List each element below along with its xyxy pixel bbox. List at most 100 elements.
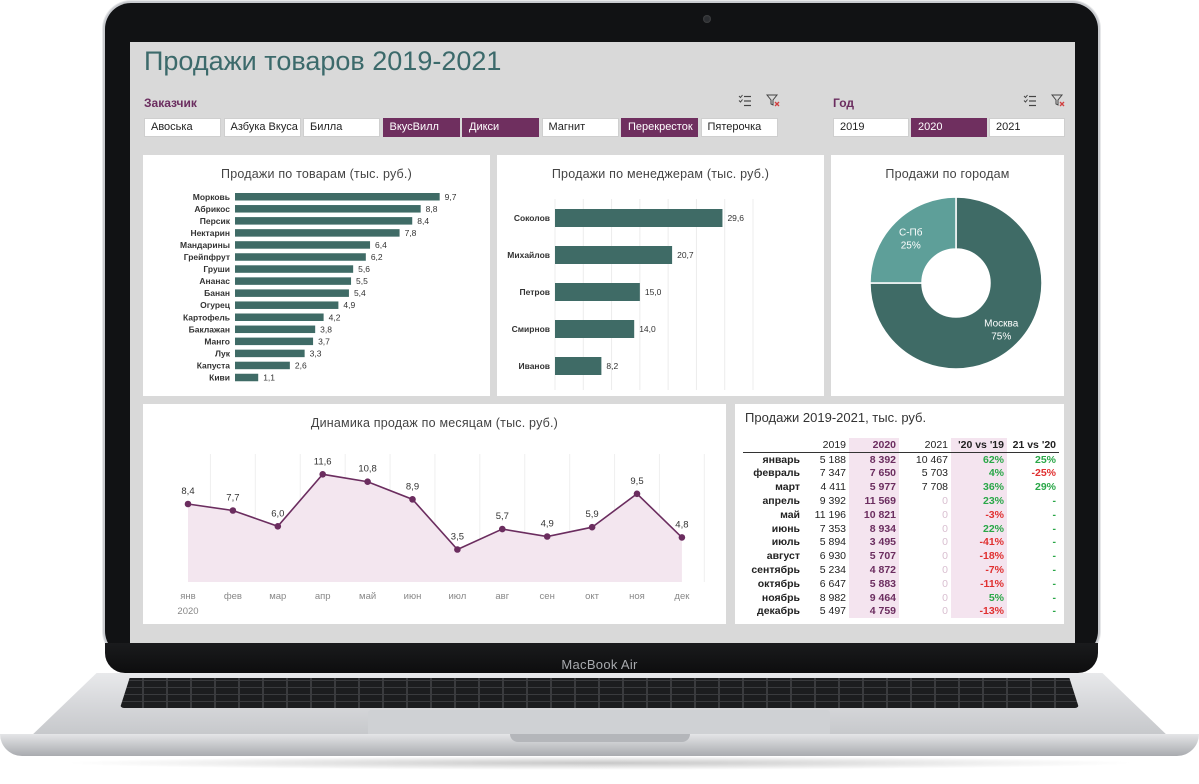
data-point xyxy=(184,500,192,508)
data-label: 8,4 xyxy=(181,486,194,497)
table-row: июнь 7 353 8 934 0 22% - xyxy=(743,521,1059,536)
customer-button-вкусвилл[interactable]: ВкусВилл xyxy=(382,118,460,137)
dashboard-screen: Продажи товаров 2019-2021 Заказчик Авось… xyxy=(130,42,1075,643)
bar-смирнов xyxy=(555,320,635,338)
table-row: апрель 9 392 11 569 0 23% - xyxy=(743,494,1059,508)
data-point xyxy=(274,522,282,530)
managers-chart-panel: Продажи по менеджерам (тыс. руб.) Соколо… xyxy=(497,155,824,396)
value-cell: 9 464 xyxy=(849,590,899,605)
category-label: Мандарины xyxy=(180,240,230,250)
data-label: 20,7 xyxy=(677,250,694,260)
data-label: 4,8 xyxy=(675,519,688,530)
category-label: Петров xyxy=(520,287,551,297)
value-cell: 10 821 xyxy=(849,507,899,522)
year-slicer-label: Год xyxy=(833,96,854,110)
sales-table-title: Продажи 2019-2021, тыс. руб. xyxy=(745,410,927,425)
value-cell: - xyxy=(1052,508,1057,521)
data-label: 5,7 xyxy=(496,511,509,522)
customer-button-дикси[interactable]: Дикси xyxy=(462,118,539,137)
value-cell: -13% xyxy=(951,604,1007,619)
customer-button-авоська[interactable]: Авоська xyxy=(144,118,221,137)
managers-chart-title: Продажи по менеджерам (тыс. руб.) xyxy=(551,167,770,181)
year-button-2019[interactable]: 2019 xyxy=(833,118,909,137)
customer-button-азбука-вкуса[interactable]: Азбука Вкуса xyxy=(223,118,301,137)
value-cell: 5 707 xyxy=(849,549,899,564)
value-cell: 0 xyxy=(942,564,948,577)
data-point xyxy=(499,525,506,533)
value-cell: 5 497 xyxy=(819,605,846,618)
bar-иванов xyxy=(555,357,602,375)
data-label: 4,9 xyxy=(541,519,554,530)
value-cell: 0 xyxy=(942,550,948,563)
bar-нектарин xyxy=(235,229,400,237)
value-cell: 5 894 xyxy=(819,536,846,549)
category-label: Абрикос xyxy=(194,204,230,214)
data-label: 3,5 xyxy=(451,532,464,543)
column-header: 2020 xyxy=(849,438,899,453)
clear-filter-icon[interactable] xyxy=(1051,94,1065,107)
bar-груши xyxy=(235,265,354,273)
pie-slice-с-пб xyxy=(869,196,957,284)
value-cell: 0 xyxy=(942,522,948,535)
data-point xyxy=(364,478,371,486)
value-cell: 0 xyxy=(942,605,948,618)
value-cell: 5 977 xyxy=(849,480,899,495)
managers-chart: Соколов 29,6 Михайлов 20,7 Петров 15,0 Смирнов… xyxy=(507,199,754,390)
data-label: 15,0 xyxy=(645,287,662,297)
data-point xyxy=(229,507,237,514)
month-tick-label: дек xyxy=(674,591,690,602)
month-cell: июнь xyxy=(771,522,800,535)
category-label: Грейпфрут xyxy=(184,252,230,262)
table-row: май 11 196 10 821 0 -3% - xyxy=(743,507,1059,522)
value-cell: 0 xyxy=(942,577,948,590)
data-label: 8,4 xyxy=(417,216,429,226)
customer-button-перекресток[interactable]: Перекресток xyxy=(621,118,698,137)
month-cell: ноябрь xyxy=(761,591,800,604)
multi-select-icon[interactable] xyxy=(738,94,752,107)
bar-персик xyxy=(235,217,413,225)
category-label: Картофель xyxy=(183,312,230,322)
monthly-chart: 8,4 янв 7,7 фев 6,0 мар 11,6 апр 10,8 май 8,9 июн 3,… xyxy=(177,454,705,617)
bar-киви xyxy=(235,373,259,382)
year-button-2021[interactable]: 2021 xyxy=(989,118,1065,137)
value-cell: 8 392 xyxy=(849,452,899,467)
value-cell: 22% xyxy=(951,521,1007,536)
data-label: 10,8 xyxy=(358,464,377,475)
device-brand: MacBook Air xyxy=(561,657,638,672)
table-row: февраль 7 347 7 650 5 703 4% -25% xyxy=(743,466,1059,481)
customer-button-магнит[interactable]: Магнит xyxy=(541,118,619,137)
month-tick-label: сен xyxy=(540,591,555,602)
multi-select-icon[interactable] xyxy=(1023,94,1037,107)
laptop-shadow xyxy=(60,756,1140,770)
month-tick-label: мар xyxy=(269,591,286,602)
customer-button-билла[interactable]: Билла xyxy=(303,118,380,137)
data-label: 14,0 xyxy=(639,324,656,334)
month-cell: декабрь xyxy=(757,605,800,618)
column-header: '20 vs '19 xyxy=(951,438,1007,453)
value-cell: 4 872 xyxy=(849,563,899,577)
data-label: 2,6 xyxy=(295,360,307,370)
pie-slice-москва xyxy=(869,196,1043,370)
year-button-2020[interactable]: 2020 xyxy=(911,118,987,137)
month-tick-label: май xyxy=(359,591,376,602)
camera-icon xyxy=(703,15,711,23)
value-cell: - xyxy=(1052,577,1057,590)
table-row: июль 5 894 3 495 0 -41% - xyxy=(743,535,1059,550)
value-cell: - xyxy=(1052,495,1057,508)
table-row: декабрь 5 497 4 759 0 -13% - xyxy=(743,604,1059,619)
value-cell: 8 934 xyxy=(849,521,899,536)
value-cell: 25% xyxy=(1034,453,1056,466)
category-label: Персик xyxy=(200,216,231,226)
value-cell: 7 353 xyxy=(819,522,846,535)
year-tick-label: 2020 xyxy=(177,606,198,617)
category-label: Нектарин xyxy=(190,228,230,238)
slice-percent-label: 75% xyxy=(991,331,1011,342)
clear-filter-icon[interactable] xyxy=(766,94,780,107)
bar-ананас xyxy=(235,277,352,285)
month-tick-label: ноя xyxy=(629,591,645,602)
products-chart-title: Продажи по товарам (тыс. руб.) xyxy=(221,167,412,181)
value-cell: - xyxy=(1052,591,1057,604)
customer-button-пятерочка[interactable]: Пятерочка xyxy=(700,118,778,137)
table-row: октябрь 6 647 5 883 0 -11% - xyxy=(743,576,1059,591)
bar-банан xyxy=(235,289,349,297)
